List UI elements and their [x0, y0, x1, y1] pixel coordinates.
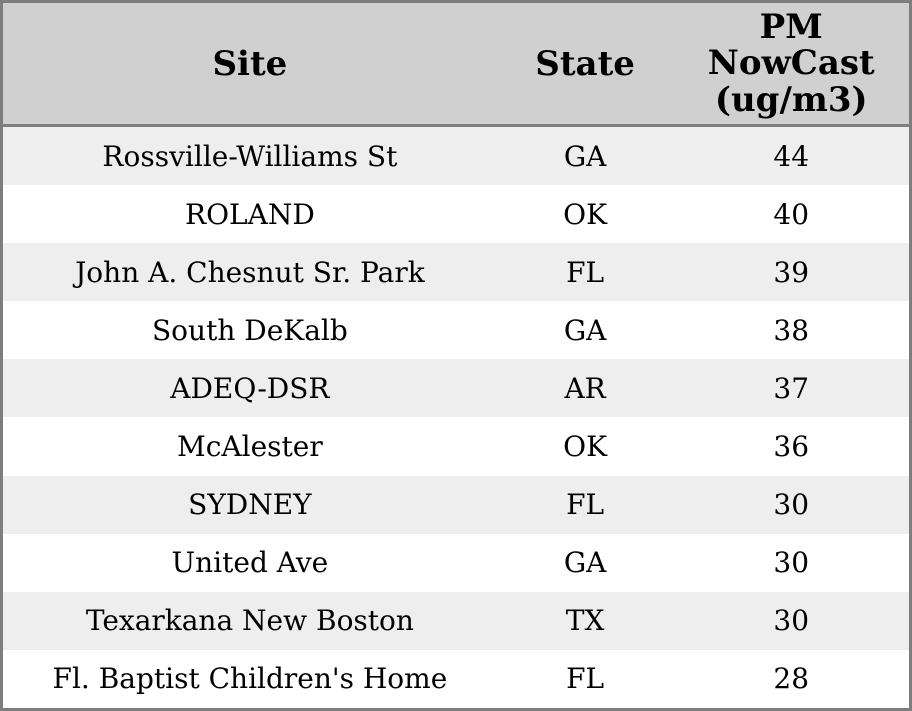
site-cell: ADEQ-DSR [170, 371, 330, 405]
site-cell: ROLAND [184, 197, 315, 231]
column-header-pm-nowcast: PM NowCast (ug/m3) [673, 3, 909, 127]
site-cell: Fl. Baptist Children's Home [52, 662, 448, 696]
site-cell: United Ave [171, 546, 329, 580]
column-header-state-label: State [535, 44, 635, 85]
site-cell: Rossville-Williams St [102, 139, 398, 173]
value-cell: 37 [773, 371, 810, 405]
column-header-state: State [496, 3, 674, 127]
column-header-site: Site [3, 3, 497, 127]
table-body: Rossville-Williams St GA 44 ROLAND OK 40… [3, 125, 909, 708]
state-cell: AR [564, 371, 606, 405]
state-cell: OK [563, 197, 608, 231]
pm-nowcast-table: Site State PM NowCast (ug/m3) Rossville-… [3, 3, 909, 708]
state-cell: OK [563, 430, 608, 464]
site-cell: Texarkana New Boston [85, 604, 414, 638]
table-row: Texarkana New Boston TX 30 [3, 591, 909, 650]
column-header-site-label: Site [212, 44, 288, 85]
value-cell: 44 [773, 139, 810, 173]
value-cell: 36 [773, 430, 810, 464]
value-cell: 38 [773, 313, 810, 347]
header-row: Site State PM NowCast (ug/m3) [3, 3, 909, 127]
state-cell: GA [563, 139, 607, 173]
state-cell: GA [563, 313, 607, 347]
site-cell: John A. Chesnut Sr. Park [75, 255, 425, 289]
state-cell: FL [566, 488, 605, 522]
table-row: McAlester OK 36 [3, 417, 909, 476]
table-header: Site State PM NowCast (ug/m3) [3, 3, 909, 127]
table-row: SYDNEY FL 30 [3, 475, 909, 534]
column-header-pm-nowcast-label: PM NowCast (ug/m3) [707, 6, 875, 120]
table-row: South DeKalb GA 38 [3, 301, 909, 360]
value-cell: 39 [773, 255, 810, 289]
table-row: ADEQ-DSR AR 37 [3, 359, 909, 418]
state-cell: FL [566, 662, 605, 696]
site-cell: South DeKalb [152, 313, 348, 347]
table-row: John A. Chesnut Sr. Park FL 39 [3, 243, 909, 302]
table-row: Rossville-Williams St GA 44 [3, 125, 909, 186]
value-cell: 30 [773, 546, 810, 580]
value-cell: 30 [773, 604, 810, 638]
value-cell: 30 [773, 488, 810, 522]
table-row: United Ave GA 30 [3, 533, 909, 592]
state-cell: GA [563, 546, 607, 580]
value-cell: 40 [773, 197, 810, 231]
table-row: ROLAND OK 40 [3, 185, 909, 244]
site-cell: McAlester [177, 430, 323, 464]
state-cell: TX [565, 604, 605, 638]
state-cell: FL [566, 255, 605, 289]
site-cell: SYDNEY [188, 488, 312, 522]
table-row: Fl. Baptist Children's Home FL 28 [3, 649, 909, 708]
value-cell: 28 [773, 662, 810, 696]
